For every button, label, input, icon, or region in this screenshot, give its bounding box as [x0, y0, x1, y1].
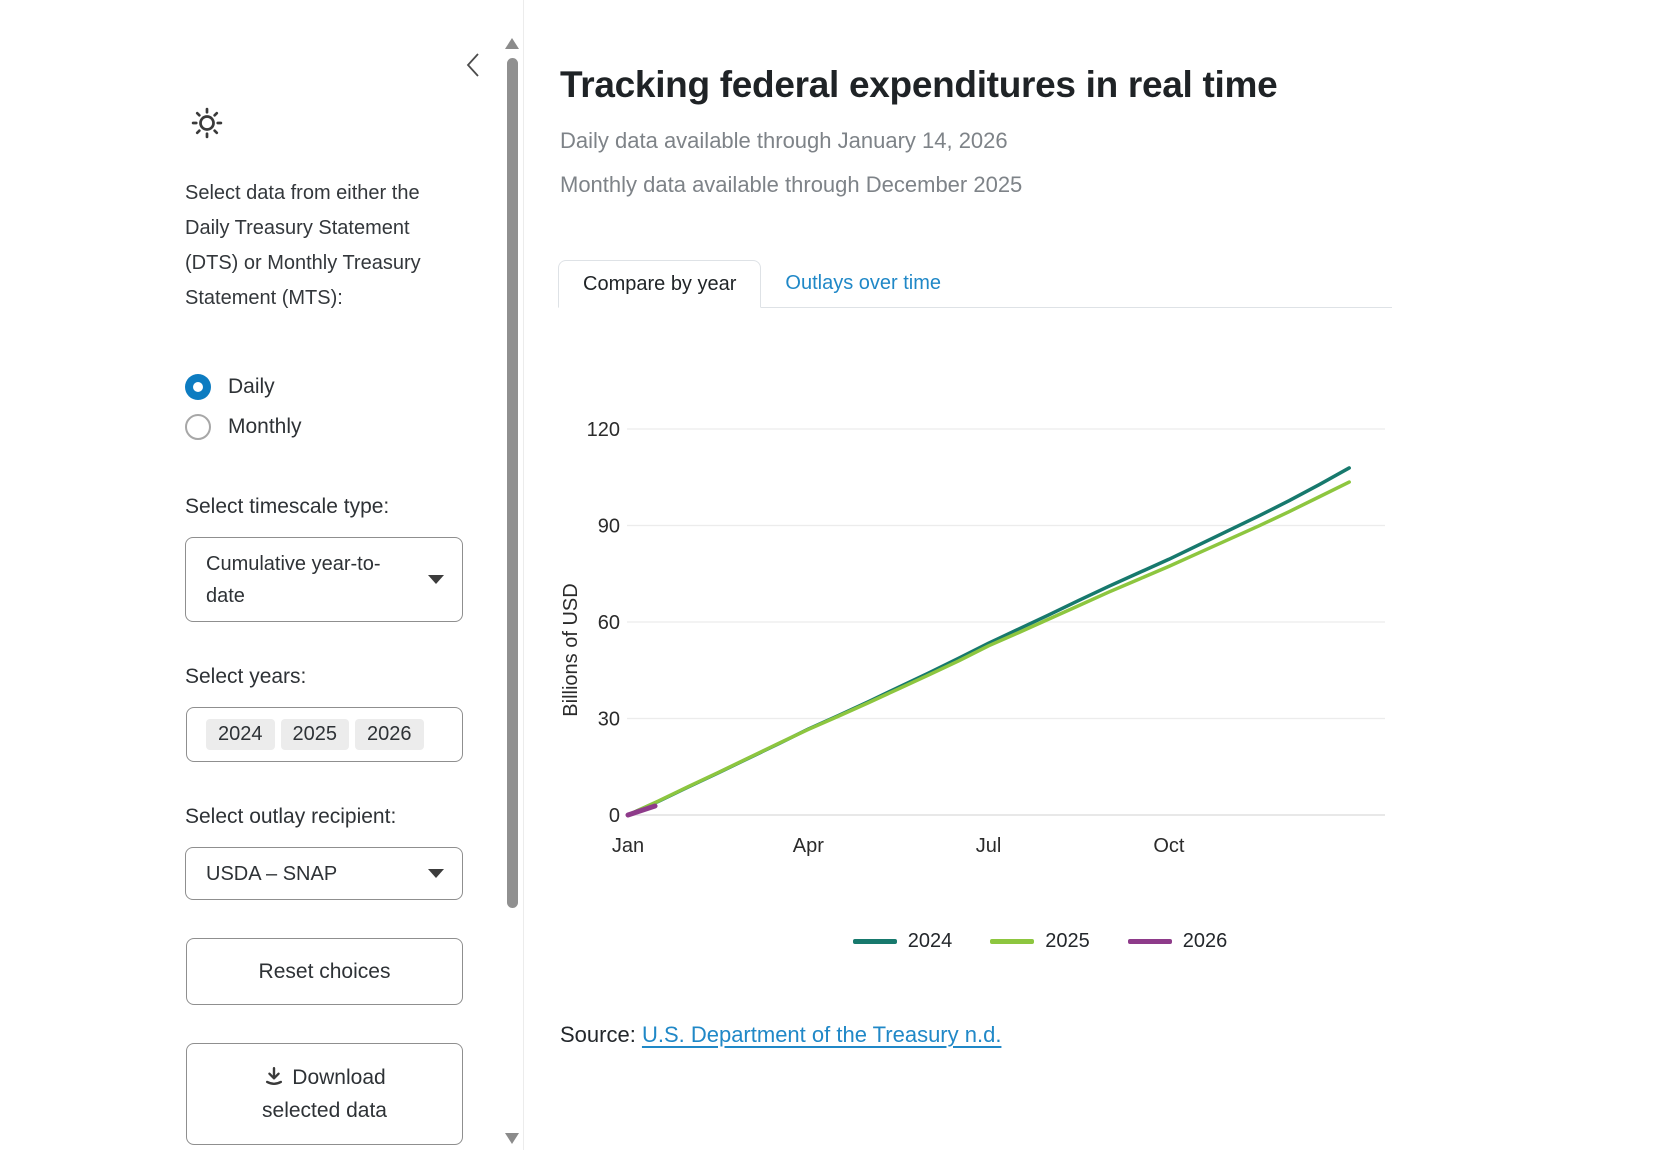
tab-bar: Compare by year Outlays over time — [558, 260, 1392, 308]
svg-text:60: 60 — [598, 612, 620, 634]
timescale-selected-value: Cumulative year-to-date — [206, 552, 381, 607]
scrollbar-down-arrow[interactable] — [505, 1133, 519, 1144]
year-chip-2026[interactable]: 2026 — [355, 719, 424, 750]
legend-label-2025: 2025 — [1045, 930, 1090, 952]
recipient-selected-value: USDA – SNAP — [206, 862, 338, 885]
svg-text:90: 90 — [598, 515, 620, 537]
radio-option-monthly[interactable]: Monthly — [185, 414, 302, 440]
expenditure-chart: 0 30 60 90 120 Jan Apr Jul Oct Billions of USD — [560, 419, 1385, 857]
chevron-left-icon[interactable] — [463, 51, 485, 79]
reset-choices-label: Reset choices — [258, 960, 391, 983]
legend-swatch-2026 — [1127, 939, 1172, 944]
radio-daily-control[interactable] — [185, 374, 211, 400]
source-prefix: Source: — [560, 1022, 642, 1047]
svg-text:Oct: Oct — [1153, 835, 1185, 857]
chart-legend: 2024 2025 2026 — [600, 930, 1480, 953]
svg-text:30: 30 — [598, 708, 620, 730]
scrollbar-up-arrow[interactable] — [505, 38, 519, 49]
legend-item-2025: 2025 — [990, 930, 1090, 953]
recipient-label: Select outlay recipient: — [185, 805, 397, 828]
legend-swatch-2024 — [852, 939, 897, 944]
svg-text:Apr: Apr — [793, 835, 824, 857]
svg-text:0: 0 — [609, 805, 620, 827]
timescale-label: Select timescale type: — [185, 495, 390, 518]
legend-item-2026: 2026 — [1127, 930, 1228, 953]
download-data-button[interactable]: Download selected data — [186, 1043, 463, 1145]
years-label: Select years: — [185, 665, 307, 688]
legend-swatch-2025 — [990, 939, 1035, 944]
legend-label-2024: 2024 — [907, 930, 953, 952]
subtitle-daily: Daily data available through January 14,… — [560, 128, 1008, 153]
legend-item-2024: 2024 — [852, 930, 953, 953]
radio-daily-label: Daily — [228, 375, 275, 398]
year-chip-2024[interactable]: 2024 — [206, 719, 275, 750]
legend-label-2026: 2026 — [1182, 930, 1228, 952]
subtitle-monthly: Monthly data available through December … — [560, 172, 1023, 197]
svg-text:Billions of USD: Billions of USD — [560, 583, 582, 716]
sidebar-scrollbar-thumb[interactable] — [507, 58, 518, 908]
sun-icon[interactable] — [190, 106, 224, 140]
page-title: Tracking federal expenditures in real ti… — [560, 64, 1278, 105]
download-icon — [266, 1067, 283, 1085]
chevron-down-icon — [428, 575, 444, 584]
data-source-prompt: Select data from either the Daily Treasu… — [185, 182, 421, 309]
svg-text:Jan: Jan — [612, 835, 644, 857]
download-button-label: Download selected data — [262, 1066, 387, 1122]
tab-outlays-over-time[interactable]: Outlays over time — [785, 272, 942, 294]
source-line: Source: U.S. Department of the Treasury … — [560, 1022, 1001, 1048]
year-chip-2025[interactable]: 2025 — [280, 719, 349, 750]
radio-option-daily[interactable]: Daily — [185, 374, 275, 400]
timescale-select[interactable]: Cumulative year-to-date — [185, 537, 463, 622]
sidebar: Select data from either the Daily Treasu… — [0, 0, 524, 1150]
chevron-down-icon — [428, 869, 444, 878]
recipient-select[interactable]: USDA – SNAP — [185, 847, 463, 900]
radio-monthly-label: Monthly — [228, 415, 302, 438]
svg-text:Jul: Jul — [976, 835, 1002, 857]
tab-compare-by-year[interactable]: Compare by year — [558, 260, 762, 308]
radio-monthly-control[interactable] — [185, 414, 211, 440]
svg-text:120: 120 — [587, 419, 620, 441]
years-multiselect[interactable]: 2024 2025 2026 — [186, 707, 463, 762]
reset-choices-button[interactable]: Reset choices — [186, 938, 463, 1005]
source-link[interactable]: U.S. Department of the Treasury n.d. — [641, 1022, 1002, 1047]
